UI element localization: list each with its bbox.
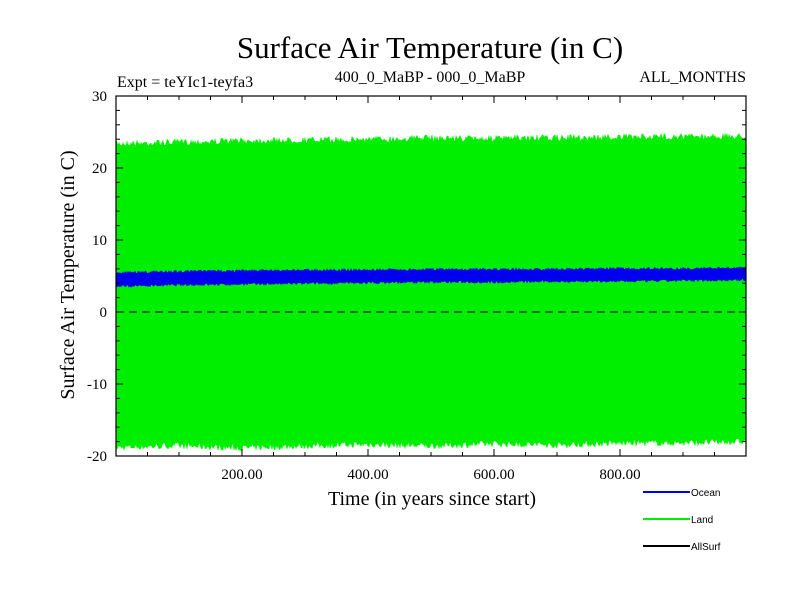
x-tick-label: 400.00 [347,467,388,483]
months-label: ALL_MONTHS [639,69,746,86]
experiment-label: Expt = teYIc1-teyfa3 [117,74,253,91]
legend: Ocean Land AllSurf [643,488,721,553]
y-tick-label: 20 [92,161,107,177]
y-tick-label: 10 [92,233,107,249]
x-axis-label: Time (in years since start) [328,488,536,510]
y-tick-label: 30 [92,89,107,105]
x-tick-label: 800.00 [599,467,640,483]
series-layer [115,132,747,452]
series-land-band [115,132,747,452]
plot-clip-group [115,132,747,452]
chart-title: Surface Air Temperature (in C) [237,30,623,65]
legend-label-land: Land [691,515,713,526]
x-tick-label: 200.00 [221,467,262,483]
legend-label-ocean: Ocean [691,488,720,499]
y-axis-label: Surface Air Temperature (in C) [57,150,79,399]
x-tick-label: 600.00 [473,467,514,483]
legend-label-allsurf: AllSurf [691,542,721,553]
ticks-layer: -20 -10 0 10 20 30 200.00 400.00 600.00 800.00 [87,89,746,483]
y-tick-label: -10 [87,377,107,393]
period-label: 400_0_MaBP - 000_0_MaBP [335,69,526,86]
y-tick-label: 0 [100,305,108,321]
y-tick-label: -20 [87,449,107,465]
